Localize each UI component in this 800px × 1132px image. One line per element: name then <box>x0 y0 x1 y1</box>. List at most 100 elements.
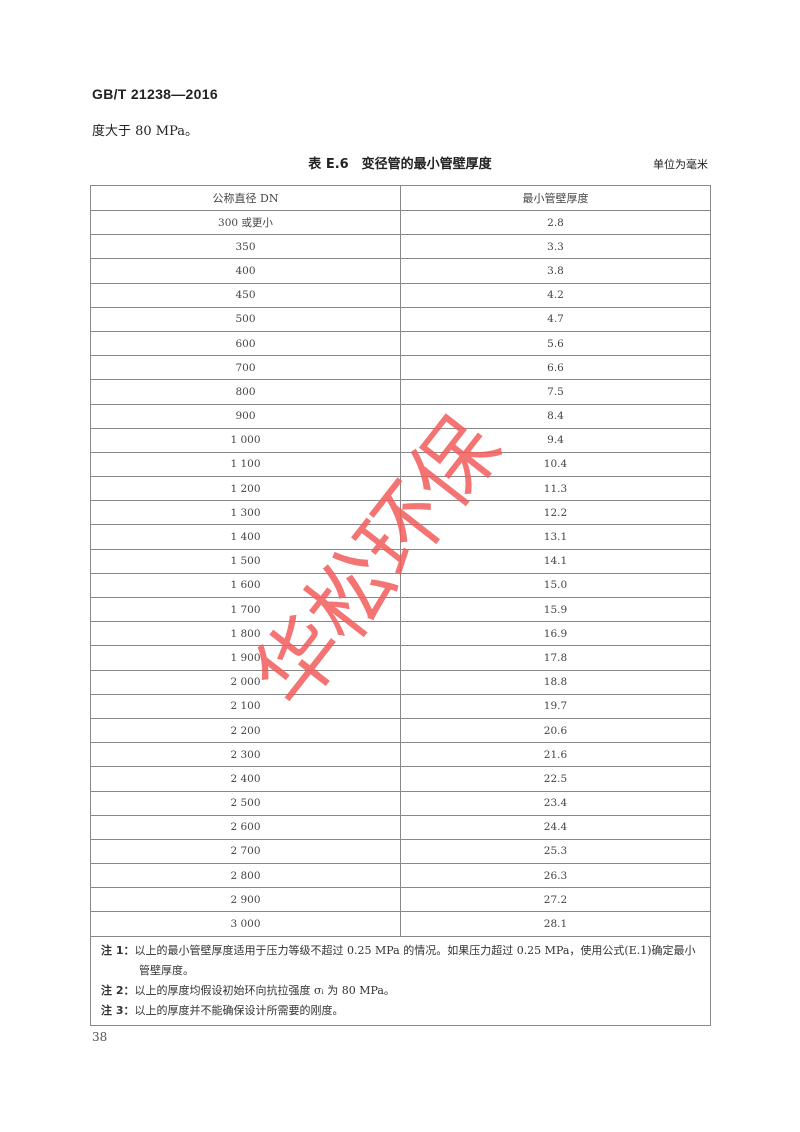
cell-nominal-diameter: 1 500 <box>90 548 401 574</box>
table-row: 2 100 19.7 <box>90 693 711 719</box>
table-row: 1 500 14.1 <box>90 548 711 574</box>
table-notes: 注 1：以上的最小管壁厚度适用于压力等级不超过 0.25 MPa 的情况。如果压… <box>90 935 711 1026</box>
note-text: 以上的厚度均假设初始环向抗拉强度 σᵢ 为 80 MPa。 <box>134 983 395 997</box>
table-header-row: 公称直径 DN 最小管壁厚度 <box>90 185 711 211</box>
table-row: 400 3.8 <box>90 258 711 284</box>
cell-min-thickness: 25.3 <box>400 838 711 865</box>
table-row: 1 300 12.2 <box>90 500 711 526</box>
cell-nominal-diameter: 1 800 <box>90 621 401 647</box>
cell-nominal-diameter: 2 800 <box>90 863 401 889</box>
cell-nominal-diameter: 1 400 <box>90 524 401 550</box>
cell-nominal-diameter: 700 <box>90 355 401 381</box>
table-row: 800 7.5 <box>90 379 711 405</box>
cell-min-thickness: 2.8 <box>400 209 711 236</box>
cell-min-thickness: 9.4 <box>400 427 711 453</box>
cell-min-thickness: 28.1 <box>400 911 711 937</box>
cell-nominal-diameter: 500 <box>90 306 401 332</box>
cell-min-thickness: 27.2 <box>400 887 711 913</box>
cell-nominal-diameter: 2 500 <box>90 790 401 816</box>
table-row: 1 700 15.9 <box>90 596 711 623</box>
table-row: 1 000 9.4 <box>90 427 711 453</box>
cell-min-thickness: 4.7 <box>400 306 711 332</box>
cell-nominal-diameter: 400 <box>90 258 401 284</box>
cell-min-thickness: 15.0 <box>400 572 711 599</box>
cell-nominal-diameter: 1 100 <box>90 451 401 478</box>
cell-nominal-diameter: 2 700 <box>90 838 401 865</box>
cell-min-thickness: 17.8 <box>400 645 711 671</box>
page-number: 38 <box>92 1030 108 1044</box>
cell-nominal-diameter: 1 900 <box>90 645 401 671</box>
cell-nominal-diameter: 1 300 <box>90 500 401 526</box>
continuation-text: 度大于 80 MPa。 <box>92 124 199 139</box>
column-header-thickness: 最小管壁厚度 <box>400 185 711 211</box>
cell-min-thickness: 10.4 <box>400 451 711 478</box>
table-row: 2 700 25.3 <box>90 838 711 865</box>
cell-nominal-diameter: 2 600 <box>90 814 401 840</box>
column-header-dn: 公称直径 DN <box>90 185 401 211</box>
cell-min-thickness: 15.9 <box>400 596 711 623</box>
cell-nominal-diameter: 1 600 <box>90 572 401 599</box>
note-label: 注 1： <box>101 943 135 957</box>
note-label: 注 2： <box>101 983 135 997</box>
table-row: 1 800 16.9 <box>90 621 711 647</box>
cell-min-thickness: 14.1 <box>400 548 711 574</box>
cell-nominal-diameter: 2 100 <box>90 693 401 719</box>
table-row: 1 100 10.4 <box>90 451 711 478</box>
cell-min-thickness: 16.9 <box>400 621 711 647</box>
cell-min-thickness: 13.1 <box>400 524 711 550</box>
cell-nominal-diameter: 2 900 <box>90 887 401 913</box>
table-row: 3 000 28.1 <box>90 911 711 937</box>
cell-min-thickness: 19.7 <box>400 693 711 719</box>
cell-min-thickness: 3.8 <box>400 258 711 284</box>
table-row: 450 4.2 <box>90 282 711 308</box>
table-row: 1 200 11.3 <box>90 476 711 502</box>
cell-nominal-diameter: 2 400 <box>90 766 401 792</box>
standard-number: GB/T 21238—2016 <box>92 86 218 102</box>
note-label: 注 3： <box>101 1003 135 1017</box>
table-row: 1 400 13.1 <box>90 524 711 550</box>
cell-nominal-diameter: 600 <box>90 330 401 357</box>
table-row: 2 400 22.5 <box>90 766 711 792</box>
cell-min-thickness: 18.8 <box>400 669 711 695</box>
cell-nominal-diameter: 2 000 <box>90 669 401 695</box>
cell-nominal-diameter: 2 200 <box>90 717 401 744</box>
table-row: 2 200 20.6 <box>90 717 711 744</box>
cell-nominal-diameter: 300 或更小 <box>90 209 401 236</box>
cell-nominal-diameter: 2 300 <box>90 742 401 768</box>
thickness-table: 公称直径 DN 最小管壁厚度 300 或更小 2.8 350 3.3 400 3.8 450… <box>90 185 711 1026</box>
table-row: 700 6.6 <box>90 355 711 381</box>
cell-min-thickness: 11.3 <box>400 476 711 502</box>
cell-min-thickness: 20.6 <box>400 717 711 744</box>
note-3: 注 3：以上的厚度并不能确保设计所需要的刚度。 <box>101 1001 700 1021</box>
cell-min-thickness: 7.5 <box>400 379 711 405</box>
cell-min-thickness: 22.5 <box>400 766 711 792</box>
table-row: 2 000 18.8 <box>90 669 711 695</box>
table-row: 600 5.6 <box>90 330 711 357</box>
cell-min-thickness: 4.2 <box>400 282 711 308</box>
table-unit: 单位为毫米 <box>653 158 708 171</box>
cell-nominal-diameter: 1 000 <box>90 427 401 453</box>
note-2: 注 2：以上的厚度均假设初始环向抗拉强度 σᵢ 为 80 MPa。 <box>101 981 700 1001</box>
table-row: 2 900 27.2 <box>90 887 711 913</box>
cell-min-thickness: 3.3 <box>400 234 711 260</box>
cell-min-thickness: 21.6 <box>400 742 711 768</box>
table-row: 2 500 23.4 <box>90 790 711 816</box>
table-row: 1 900 17.8 <box>90 645 711 671</box>
note-1: 注 1：以上的最小管壁厚度适用于压力等级不超过 0.25 MPa 的情况。如果压… <box>101 941 700 981</box>
table-title: 表 E.6 变径管的最小管壁厚度 <box>308 157 492 172</box>
cell-min-thickness: 6.6 <box>400 355 711 381</box>
cell-nominal-diameter: 900 <box>90 403 401 429</box>
table-row: 1 600 15.0 <box>90 572 711 599</box>
table-row: 900 8.4 <box>90 403 711 429</box>
cell-nominal-diameter: 350 <box>90 234 401 260</box>
cell-min-thickness: 5.6 <box>400 330 711 357</box>
cell-nominal-diameter: 450 <box>90 282 401 308</box>
note-text: 以上的最小管壁厚度适用于压力等级不超过 0.25 MPa 的情况。如果压力超过 … <box>134 943 696 977</box>
table-row: 2 800 26.3 <box>90 863 711 889</box>
cell-min-thickness: 8.4 <box>400 403 711 429</box>
notes-row: 注 1：以上的最小管壁厚度适用于压力等级不超过 0.25 MPa 的情况。如果压… <box>90 935 711 1026</box>
table-row: 500 4.7 <box>90 306 711 332</box>
cell-nominal-diameter: 800 <box>90 379 401 405</box>
cell-min-thickness: 26.3 <box>400 863 711 889</box>
cell-nominal-diameter: 1 200 <box>90 476 401 502</box>
